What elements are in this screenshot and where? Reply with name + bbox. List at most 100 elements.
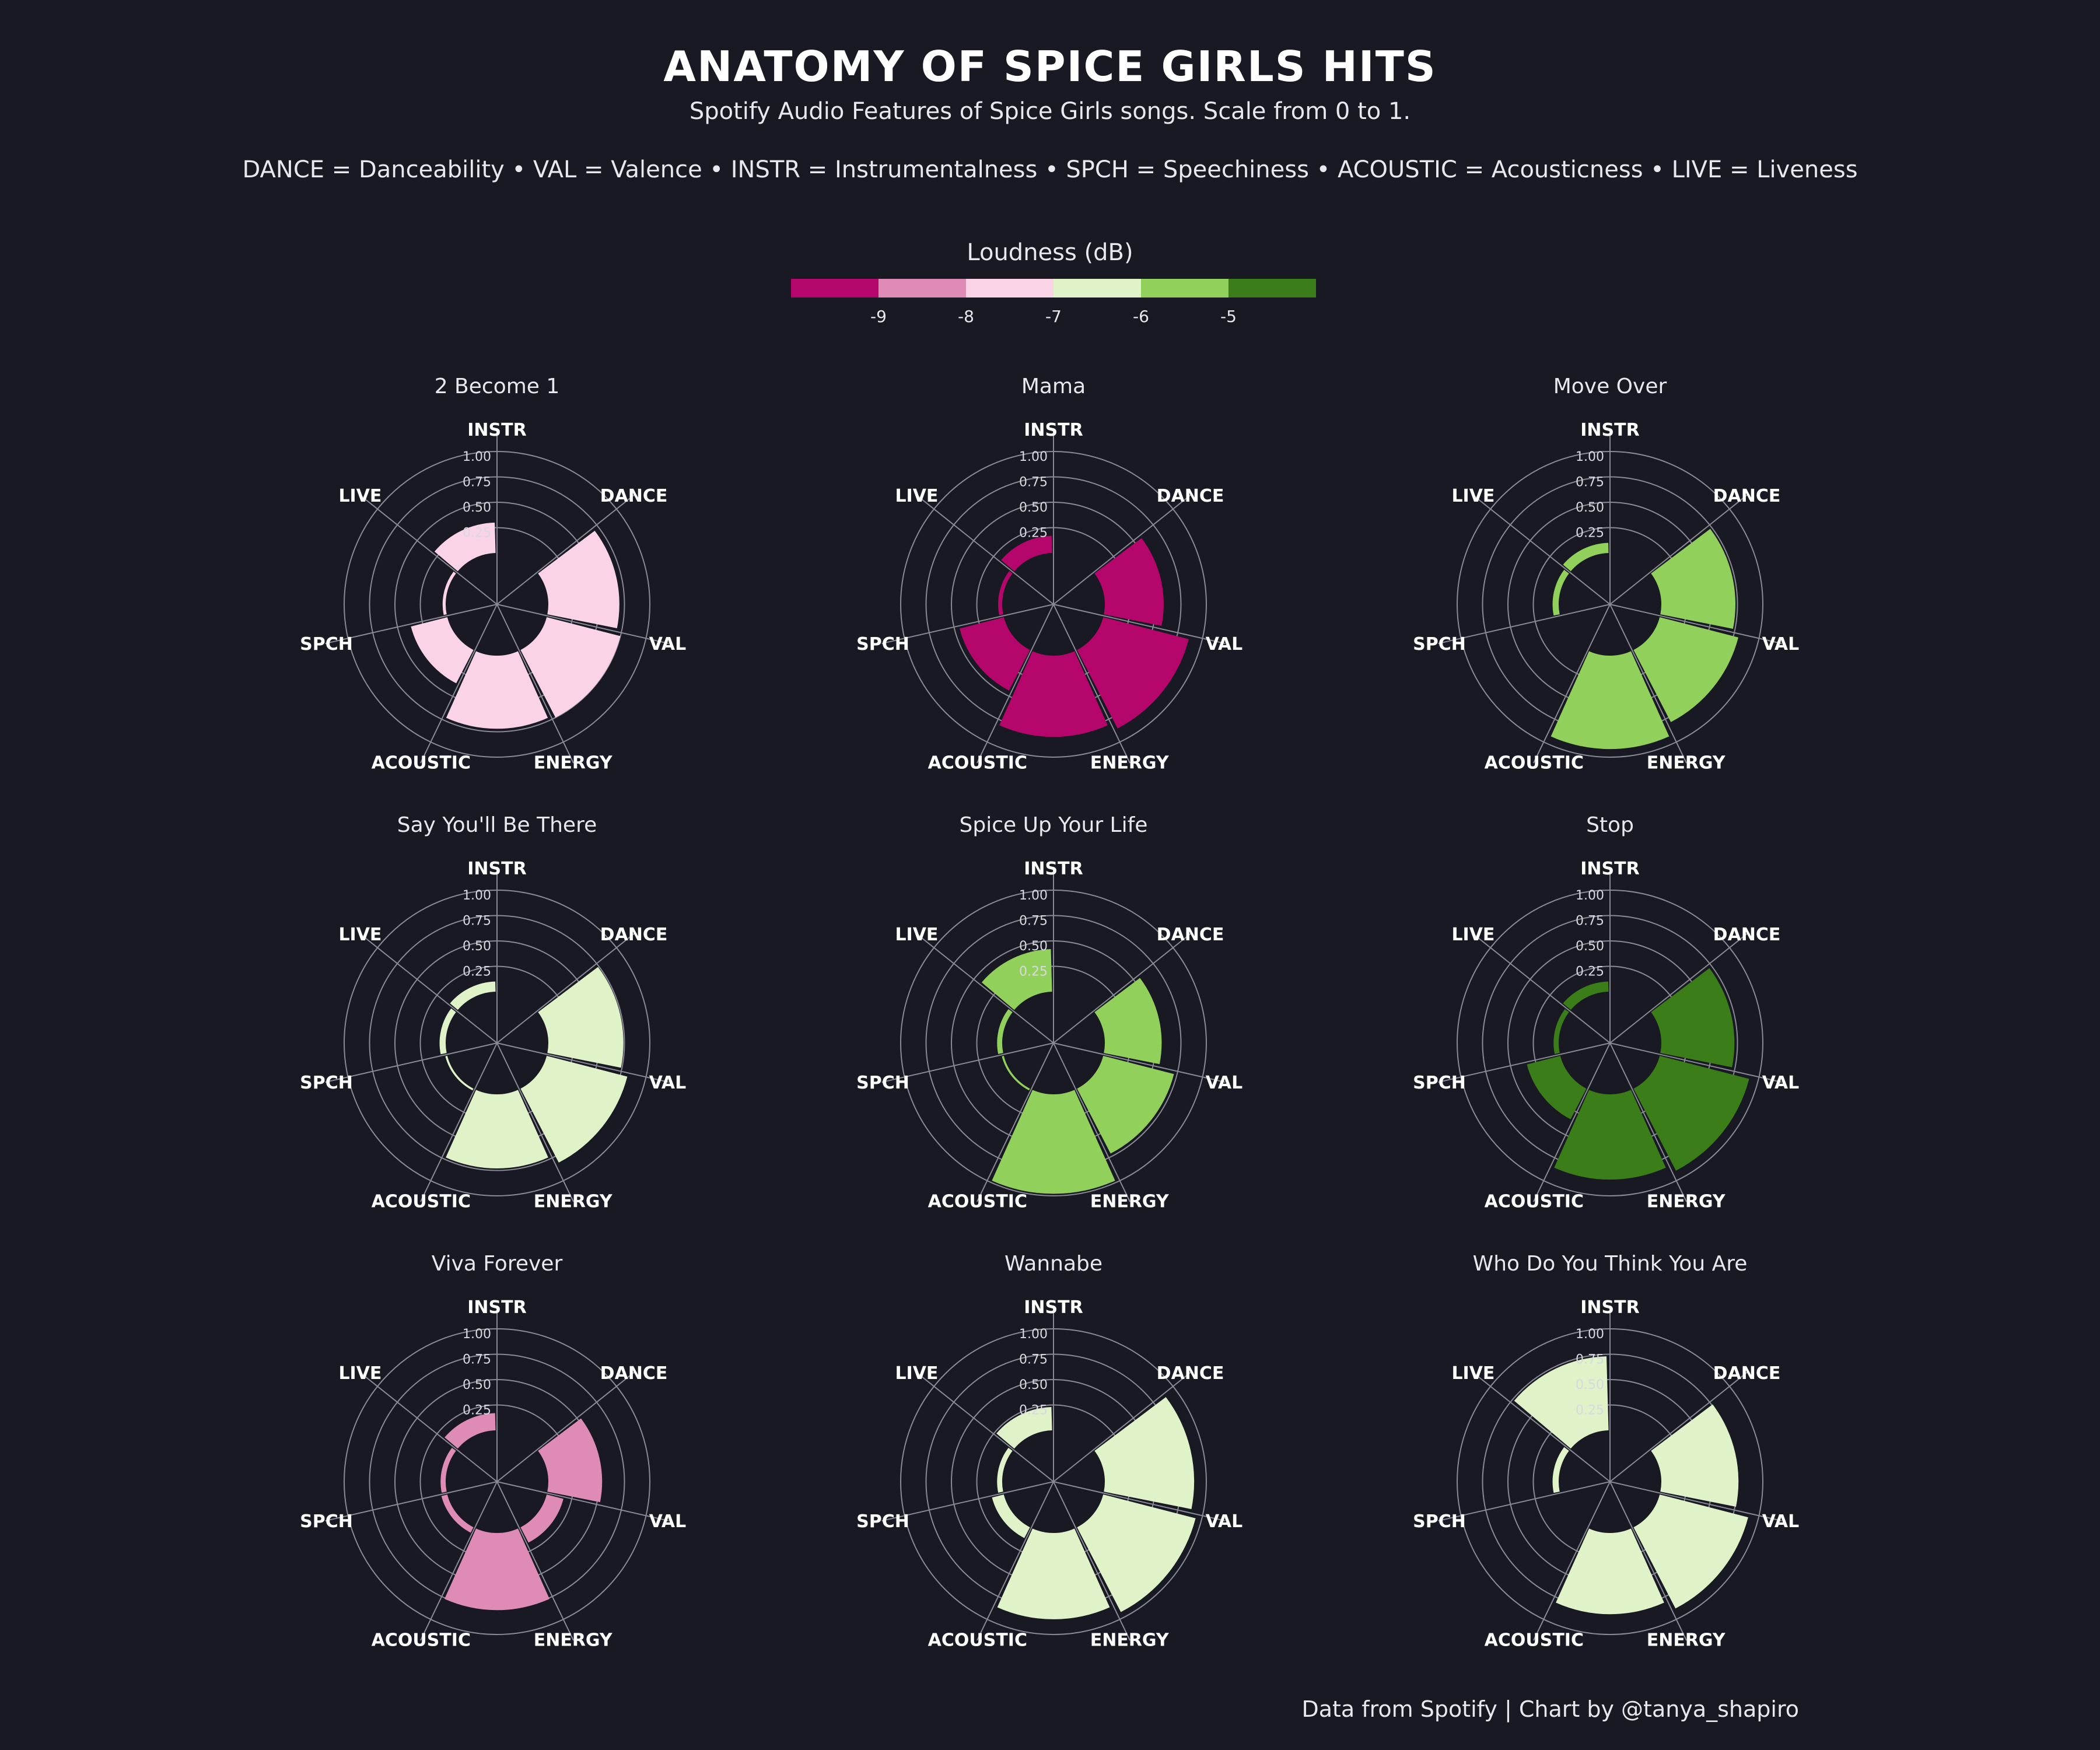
legend-ticks: -9 -8 -7 -6 -5 [791,307,1316,330]
bar-dance [1094,538,1164,626]
radial-tick-label: 0.75 [1576,1353,1604,1367]
axis-spoke [977,1042,1054,1202]
axis-label: SPCH [300,1073,353,1093]
radial-tick-label: 1.00 [463,450,491,464]
axis-spoke [325,1042,498,1083]
bar-live [981,949,1052,1010]
axis-spoke [496,494,635,605]
axis-label: LIVE [895,925,938,945]
axis-label: DANCE [1157,486,1224,506]
axis-spoke [496,1481,669,1522]
axis-label: VAL [1762,1511,1800,1532]
axis-label: VAL [649,1073,687,1093]
polar-panel: Mama 0.25 0.50 0.75 1.00 INSTR DANCE VAL ENERGY A… [856,374,1242,773]
axis-label: DANCE [600,486,668,506]
axis-label: ENERGY [1090,1191,1170,1212]
axis-spoke [1053,1481,1226,1522]
axis-label: LIVE [1451,1363,1494,1384]
axis-spoke [1472,494,1611,605]
bar-val [1077,1494,1196,1612]
radial-tick-label: 1.00 [463,888,491,903]
axis-label: DANCE [600,925,668,945]
axis-label: SPCH [1413,1073,1466,1093]
axis-label: SPCH [856,634,909,654]
radial-tick-label: 0.75 [1019,475,1048,490]
panel-title: Move Over [1553,374,1667,398]
axis-label: DANCE [1713,1363,1781,1384]
panel-title: Spice Up Your Life [960,813,1148,837]
axis-spoke [977,1481,1054,1641]
axis-label: VAL [1206,1511,1243,1532]
axis-spoke [496,1481,574,1641]
legend-swatch [966,279,1054,298]
legend-tick-label: -6 [1133,307,1149,326]
panel-title: Viva Forever [432,1252,563,1276]
axis-spoke [1053,1371,1192,1482]
bar-val [520,1494,564,1543]
axis-label: ENERGY [1647,1191,1726,1212]
panel-title: Stop [1586,813,1634,837]
legend-tick-label: -7 [1045,307,1062,326]
bar-dance [538,967,624,1068]
axis-spoke [977,604,1054,764]
bar-dance [538,530,620,628]
axis-label: ENERGY [1647,752,1726,773]
radial-tick-label: 0.50 [1576,939,1604,954]
axis-spoke [1053,604,1130,764]
axis-label: INSTR [1024,1297,1083,1318]
axis-spoke [1609,1481,1782,1522]
axis-label: INSTR [467,420,526,440]
bar-spch [997,1447,1013,1493]
polar-panel: Move Over 0.25 0.50 0.75 1.00 INSTR DANCE VAL EN… [1413,374,1799,773]
bar-val [1633,1055,1749,1171]
axis-label: DANCE [1713,486,1781,506]
radial-tick-label: 1.00 [1576,888,1604,903]
axis-label: ENERGY [534,752,613,773]
chart-subtitle: Spotify Audio Features of Spice Girls so… [689,98,1411,125]
polar-panel: Spice Up Your Life 0.25 0.50 0.75 1.00 INSTR D… [856,813,1242,1212]
axis-spoke [1609,604,1687,764]
radial-tick-label: 1.00 [463,1327,491,1342]
radial-tick-label: 0.50 [463,939,491,954]
axis-spoke [881,1042,1054,1083]
bar-dance [1651,968,1735,1068]
bar-val [1633,617,1739,722]
axis-label: INSTR [1024,859,1083,879]
bar-energy [992,1090,1115,1194]
axis-spoke [325,1481,498,1522]
radial-tick-label: 0.25 [463,965,491,979]
bar-acoustic [441,1494,474,1533]
radial-tick-label: 0.75 [463,1353,491,1367]
axis-spoke [1438,1042,1611,1083]
radial-tick-label: 1.00 [1019,888,1048,903]
bar-val [520,1055,628,1163]
axis-label: VAL [1206,634,1243,654]
axis-label: VAL [1762,634,1800,654]
axis-spoke [1472,1371,1611,1482]
bar-energy [444,1528,550,1611]
axis-spoke [1533,1481,1611,1641]
axis-label: DANCE [1713,925,1781,945]
axis-label: INSTR [1580,420,1639,440]
axis-label: LIVE [338,486,382,506]
axis-spoke [496,1042,669,1083]
axis-label: ENERGY [1090,1630,1170,1650]
axis-spoke [1438,1481,1611,1522]
radial-tick-label: 0.75 [1576,914,1604,929]
axis-spoke [359,1371,498,1482]
bar-dance [1094,1396,1195,1510]
axis-spoke [1609,1371,1748,1482]
panel-title: 2 Become 1 [435,374,560,398]
radial-tick-label: 0.75 [463,914,491,929]
bar-val [1077,1055,1174,1154]
axis-label: ENERGY [1090,752,1170,773]
polar-panel: Wannabe 0.25 0.50 0.75 1.00 INSTR DANCE VAL ENER… [856,1252,1242,1650]
bar-acoustic [959,617,1030,691]
axis-spoke [1609,1042,1687,1202]
polar-panel: Who Do You Think You Are 0.25 0.50 0.75 1.00… [1413,1252,1799,1650]
radial-tick-label: 0.50 [1019,501,1048,515]
bar-energy [997,1528,1110,1619]
axis-spoke [325,604,498,645]
axis-spoke [1609,932,1748,1044]
axis-label: DANCE [1157,925,1224,945]
